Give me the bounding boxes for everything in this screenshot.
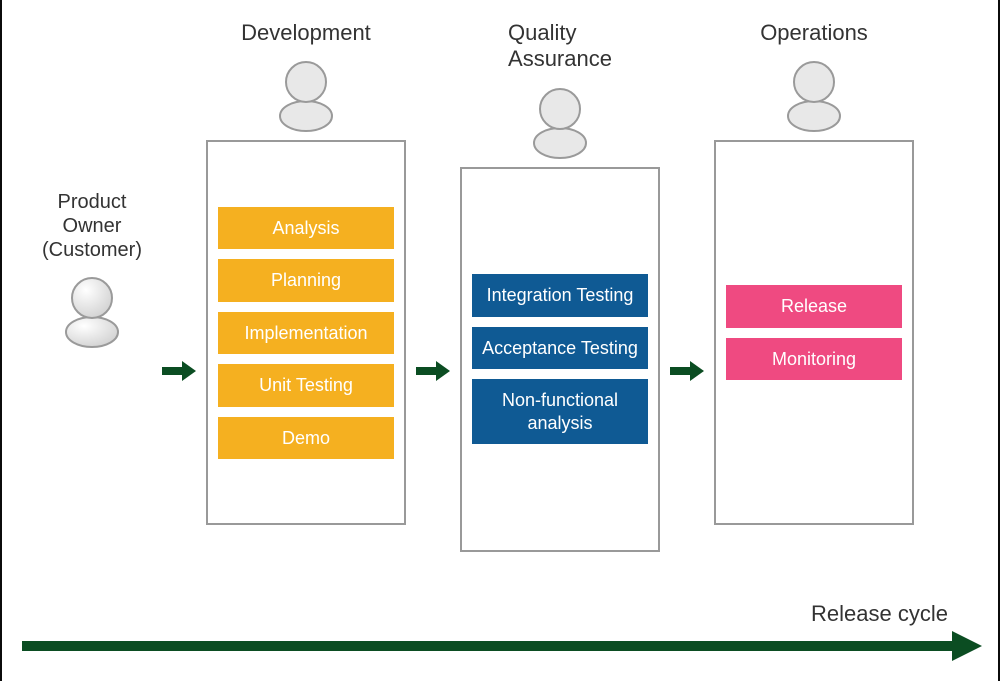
step-nonfunctional-analysis: Non-functional analysis: [472, 379, 648, 444]
flow-row: Product Owner (Customer): [32, 20, 968, 552]
role-title-operations: Operations: [760, 20, 868, 46]
long-arrow-icon: [22, 631, 982, 661]
step-demo: Demo: [218, 417, 394, 460]
role-title-product-owner: Product Owner (Customer): [42, 190, 142, 262]
step-release: Release: [726, 285, 902, 328]
qa-title-line2: Assurance: [508, 46, 612, 71]
role-title-qa: Quality Assurance: [508, 20, 612, 73]
role-operations: Operations Release Monitoring: [714, 20, 914, 525]
step-monitoring: Monitoring: [726, 338, 902, 381]
person-icon: [525, 81, 595, 159]
po-title-line3: (Customer): [42, 239, 142, 261]
role-title-development: Development: [241, 20, 371, 46]
column-qa: Integration Testing Acceptance Testing N…: [460, 167, 660, 552]
person-icon: [779, 54, 849, 132]
po-title-line2: Owner: [63, 215, 122, 237]
step-acceptance-testing: Acceptance Testing: [472, 327, 648, 370]
qa-title-line1: Quality: [508, 20, 576, 45]
arrow-icon: [416, 359, 450, 383]
diagram-canvas: Product Owner (Customer): [2, 0, 998, 681]
step-integration-testing: Integration Testing: [472, 274, 648, 317]
person-icon: [57, 270, 127, 348]
role-development: Development Analysis Planning Implementa…: [206, 20, 406, 525]
role-qa: Quality Assurance Integration Testing Ac…: [460, 20, 660, 552]
role-product-owner: Product Owner (Customer): [32, 190, 152, 356]
step-analysis: Analysis: [218, 207, 394, 250]
column-operations: Release Monitoring: [714, 140, 914, 525]
release-cycle-label: Release cycle: [811, 601, 948, 627]
release-cycle-arrow: Release cycle: [22, 631, 978, 661]
arrow-icon: [162, 359, 196, 383]
arrow-icon: [670, 359, 704, 383]
step-unit-testing: Unit Testing: [218, 364, 394, 407]
person-icon: [271, 54, 341, 132]
step-implementation: Implementation: [218, 312, 394, 355]
column-development: Analysis Planning Implementation Unit Te…: [206, 140, 406, 525]
po-title-line1: Product: [58, 191, 127, 213]
step-planning: Planning: [218, 259, 394, 302]
